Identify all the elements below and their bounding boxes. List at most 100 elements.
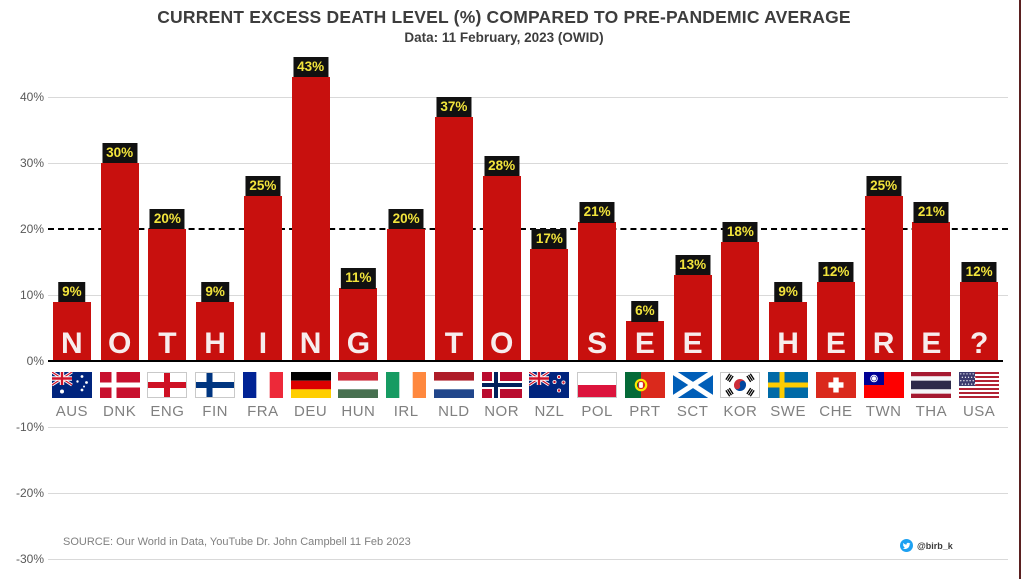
flag-fra-icon <box>242 372 283 398</box>
flag-eng-icon <box>147 372 188 398</box>
flag-kor-icon <box>720 372 761 398</box>
country-label-kor: KOR <box>723 403 758 420</box>
country-label-fin: FIN <box>202 403 228 420</box>
flag-irl-icon <box>386 372 427 398</box>
country-label-irl: IRL <box>393 403 419 420</box>
bar-letter-deu: N <box>299 326 322 360</box>
value-label-nld: 37% <box>436 96 472 117</box>
bar-pol: S <box>578 222 617 361</box>
value-label-hun: 11% <box>341 268 376 289</box>
reference-line-20pct <box>48 228 1008 230</box>
country-label-swe: SWE <box>770 403 806 420</box>
value-label-eng: 20% <box>149 209 185 230</box>
country-label-nor: NOR <box>484 403 520 420</box>
flag-pol-icon <box>577 372 618 398</box>
y-tick-40pct: 40% <box>19 90 44 104</box>
flag-aus-icon <box>51 372 92 398</box>
flag-sct-icon <box>672 372 713 398</box>
bar-letter-eng: T <box>158 327 177 360</box>
country-label-eng: ENG <box>150 403 185 420</box>
value-label-che: 12% <box>818 261 854 282</box>
bar-swe: H <box>769 301 808 361</box>
y-tick-10pct: 10% <box>19 288 44 302</box>
y-tick-20pct: 20% <box>19 222 44 236</box>
value-label-nor: 28% <box>484 156 520 177</box>
chart-subtitle: Data: 11 February, 2023 (OWID) <box>404 30 604 45</box>
bar-tha: E <box>912 222 951 361</box>
country-label-nld: NLD <box>438 403 470 420</box>
bar-letter-dnk: O <box>107 327 132 360</box>
bar-letter-prt: E <box>634 326 655 360</box>
bar-letter-hun: G <box>346 326 371 360</box>
country-label-prt: PRT <box>629 403 661 420</box>
country-label-pol: POL <box>581 403 613 420</box>
country-label-che: CHE <box>819 403 853 420</box>
value-label-irl: 20% <box>388 209 424 230</box>
flag-nzl-icon <box>529 372 570 398</box>
flag-nor-icon <box>481 372 522 398</box>
value-label-fin: 9% <box>201 281 229 302</box>
value-label-nzl: 17% <box>531 228 567 249</box>
bar-letter-nld: T <box>444 326 464 360</box>
country-label-nzl: NZL <box>534 403 565 420</box>
flag-che-icon <box>815 372 856 398</box>
x-axis-line <box>48 360 1003 362</box>
right-border <box>1019 0 1021 579</box>
bar-eng: T <box>148 229 187 361</box>
value-label-usa: 12% <box>961 261 997 282</box>
flag-usa-icon <box>959 372 1000 398</box>
gridline--30pct <box>48 559 1008 560</box>
watermark: @birb_k <box>900 539 953 552</box>
flag-swe-icon <box>768 372 809 398</box>
bar-letter-sct: E <box>682 326 703 360</box>
value-label-prt: 6% <box>631 301 659 322</box>
country-label-twn: TWN <box>865 403 902 420</box>
bar-fin: H <box>196 301 235 361</box>
flag-fin-icon <box>195 372 236 398</box>
value-label-pol: 21% <box>579 202 615 223</box>
flag-twn-icon <box>863 372 904 398</box>
chart-title: CURRENT EXCESS DEATH LEVEL (%) COMPARED … <box>157 7 851 27</box>
value-label-tha: 21% <box>913 202 949 223</box>
flag-deu-icon <box>290 372 331 398</box>
flag-prt-icon <box>624 372 665 398</box>
value-label-dnk: 30% <box>102 143 138 164</box>
y-tick--20pct: -20% <box>15 486 44 500</box>
y-tick-0pct: 0% <box>26 354 44 368</box>
gridline-30pct <box>48 163 1008 164</box>
flag-dnk-icon <box>99 372 140 398</box>
bar-letter-aus: N <box>61 326 83 360</box>
flag-hun-icon <box>338 372 379 398</box>
value-label-kor: 18% <box>722 222 758 243</box>
bar-deu: N <box>291 77 330 361</box>
gridline-40pct <box>48 97 1008 98</box>
value-label-swe: 9% <box>774 281 802 302</box>
value-label-fra: 25% <box>245 176 281 197</box>
bar-fra: I <box>243 196 282 361</box>
bar-letter-twn: R <box>872 327 895 360</box>
bar-nor: O <box>482 176 521 361</box>
bar-che: E <box>816 281 855 361</box>
bar-nzl <box>530 248 569 361</box>
bar-kor <box>721 242 760 361</box>
bar-nld: T <box>434 116 473 361</box>
value-label-sct: 13% <box>675 255 711 276</box>
bar-aus: N <box>52 301 91 361</box>
bar-hun: G <box>339 288 378 361</box>
bar-letter-usa: ? <box>969 326 989 360</box>
bar-letter-che: E <box>825 326 846 360</box>
bar-letter-tha: E <box>921 326 942 360</box>
twitter-bird-icon <box>900 539 913 552</box>
bar-twn: R <box>864 196 903 361</box>
country-label-fra: FRA <box>247 403 279 420</box>
bar-dnk: O <box>100 163 139 361</box>
gridline--10pct <box>48 427 1008 428</box>
twitter-handle: @birb_k <box>917 540 953 551</box>
y-tick--10pct: -10% <box>15 420 44 434</box>
y-tick-30pct: 30% <box>19 156 44 170</box>
flag-tha-icon <box>911 372 952 398</box>
value-label-twn: 25% <box>866 176 902 197</box>
y-tick--30pct: -30% <box>15 552 44 566</box>
gridline--20pct <box>48 493 1008 494</box>
